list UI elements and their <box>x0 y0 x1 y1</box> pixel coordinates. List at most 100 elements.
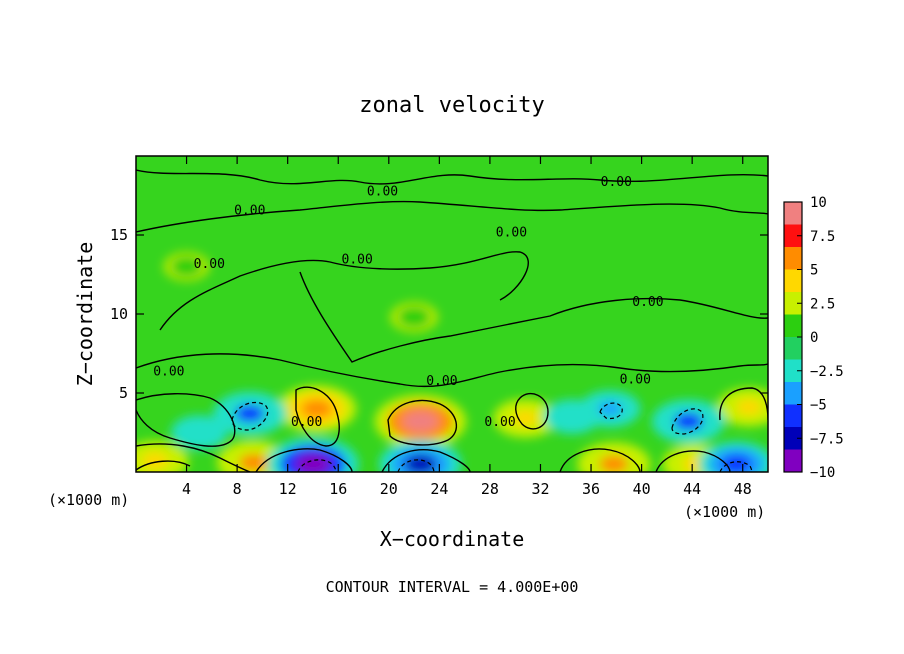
colorbar-swatch <box>784 427 802 450</box>
contour-label: 0.00 <box>194 257 225 272</box>
contour-line <box>671 408 704 435</box>
y-tick-label: 5 <box>119 384 128 402</box>
x-tick-label: 16 <box>329 480 347 498</box>
velocity-core <box>404 454 437 472</box>
y-axis-label: Z−coordinate <box>73 242 97 387</box>
colorbar-tick-label: −10 <box>810 465 835 481</box>
y-tick-label: 15 <box>110 226 128 244</box>
velocity-core <box>235 404 265 423</box>
contour-label: 0.00 <box>601 175 632 190</box>
x-tick-label: 12 <box>279 480 297 498</box>
colorbar-tick-label: 0 <box>810 330 818 346</box>
contour-line <box>299 271 768 363</box>
colorbar-swatch <box>784 269 802 293</box>
x-unit-label-right: (×1000 m) <box>684 503 765 521</box>
contour-label: 0.00 <box>484 415 515 430</box>
colorbar-tick-label: 5 <box>810 263 818 279</box>
contour-line <box>255 448 353 472</box>
velocity-core <box>598 401 622 417</box>
contour-line <box>381 449 471 472</box>
x-tick-label: 28 <box>481 480 499 498</box>
x-axis-label: X−coordinate <box>380 527 525 551</box>
x-tick-label: 48 <box>734 480 752 498</box>
y-axis: 5 10 15 <box>110 226 768 402</box>
contour-line <box>136 353 768 388</box>
contour-line <box>599 402 623 420</box>
colorbar-swatch <box>784 382 802 405</box>
colorbar-tick-label: −2.5 <box>810 364 844 380</box>
x-unit-label-left: (×1000 m) <box>48 491 129 509</box>
plot-area: 0.00 0.00 0.00 0.00 0.00 0.00 0.00 0.00 0.00 0.00… <box>136 156 768 472</box>
contour-line <box>559 448 641 472</box>
colorbar-swatch <box>784 449 802 473</box>
y-tick-label: 10 <box>110 305 128 323</box>
contour-line <box>295 386 340 447</box>
colorbar-tick-label: −5 <box>810 398 827 414</box>
velocity-core <box>402 410 439 432</box>
contour-line <box>136 443 251 472</box>
contour-label: 0.00 <box>632 295 663 310</box>
contour-label: 0.00 <box>291 415 322 430</box>
velocity-core <box>674 412 703 431</box>
colorbar-tick-label: 10 <box>810 195 827 211</box>
colorbar-tick-label: 2.5 <box>810 296 835 312</box>
x-axis: 4 8 12 16 20 24 28 32 36 40 44 48 <box>182 156 752 498</box>
x-tick-label: 40 <box>633 480 651 498</box>
colorbar-swatch <box>784 337 802 360</box>
contour-label: 0.00 <box>153 365 184 380</box>
velocity-core <box>404 311 424 323</box>
chart-title: zonal velocity <box>359 93 544 118</box>
velocity-field <box>136 252 768 472</box>
x-tick-label: 24 <box>430 480 448 498</box>
velocity-core <box>177 260 196 273</box>
x-tick-label: 36 <box>582 480 600 498</box>
contour-interval-note: CONTOUR INTERVAL = 4.000E+00 <box>326 578 579 596</box>
velocity-core <box>294 453 331 472</box>
colorbar-swatch <box>784 224 802 248</box>
colorbar-swatch <box>784 202 802 225</box>
colorbar-swatch <box>784 314 802 338</box>
contour-line <box>719 461 753 472</box>
colorbar-tick-label: 7.5 <box>810 229 835 245</box>
velocity-core <box>239 453 268 472</box>
velocity-core <box>599 455 629 472</box>
contour-label: 0.00 <box>620 373 651 388</box>
x-tick-label: 4 <box>182 480 191 498</box>
contour-line <box>136 393 236 447</box>
contour-line <box>159 251 529 331</box>
contour-line <box>136 200 768 233</box>
contour-line <box>515 393 549 430</box>
contour-label: 0.00 <box>342 252 373 267</box>
velocity-core <box>301 399 333 419</box>
contour-line <box>387 399 458 446</box>
contour-lines <box>136 169 768 472</box>
colorbar: 10 7.5 5 2.5 0 −2.5 −5 −7.5 −10 <box>783 195 844 481</box>
contour-label: 0.00 <box>496 226 527 241</box>
x-tick-label: 44 <box>683 480 701 498</box>
contour-labels: 0.00 0.00 0.00 0.00 0.00 0.00 0.00 0.00 0.00 0.00… <box>153 175 663 430</box>
velocity-core <box>141 453 169 469</box>
contour-line <box>719 387 768 421</box>
colorbar-tick-label: −7.5 <box>810 431 844 447</box>
velocity-core <box>512 410 538 426</box>
contour-line <box>231 401 269 431</box>
contour-line <box>136 460 191 471</box>
contour-line <box>136 169 768 185</box>
velocity-core <box>560 409 584 424</box>
contour-line <box>397 459 435 472</box>
contour-label: 0.00 <box>234 203 265 218</box>
x-tick-label: 8 <box>233 480 242 498</box>
colorbar-swatch <box>784 292 802 315</box>
contour-label: 0.00 <box>367 185 398 200</box>
velocity-core <box>188 425 211 440</box>
contour-label: 0.00 <box>426 374 457 389</box>
colorbar-swatch <box>784 404 802 428</box>
x-tick-label: 20 <box>380 480 398 498</box>
colorbar-swatch <box>784 359 802 383</box>
x-tick-label: 32 <box>531 480 549 498</box>
colorbar-swatch <box>784 247 802 270</box>
contour-line <box>655 450 731 472</box>
negative-contour-lines <box>231 401 753 472</box>
velocity-core <box>736 399 762 415</box>
